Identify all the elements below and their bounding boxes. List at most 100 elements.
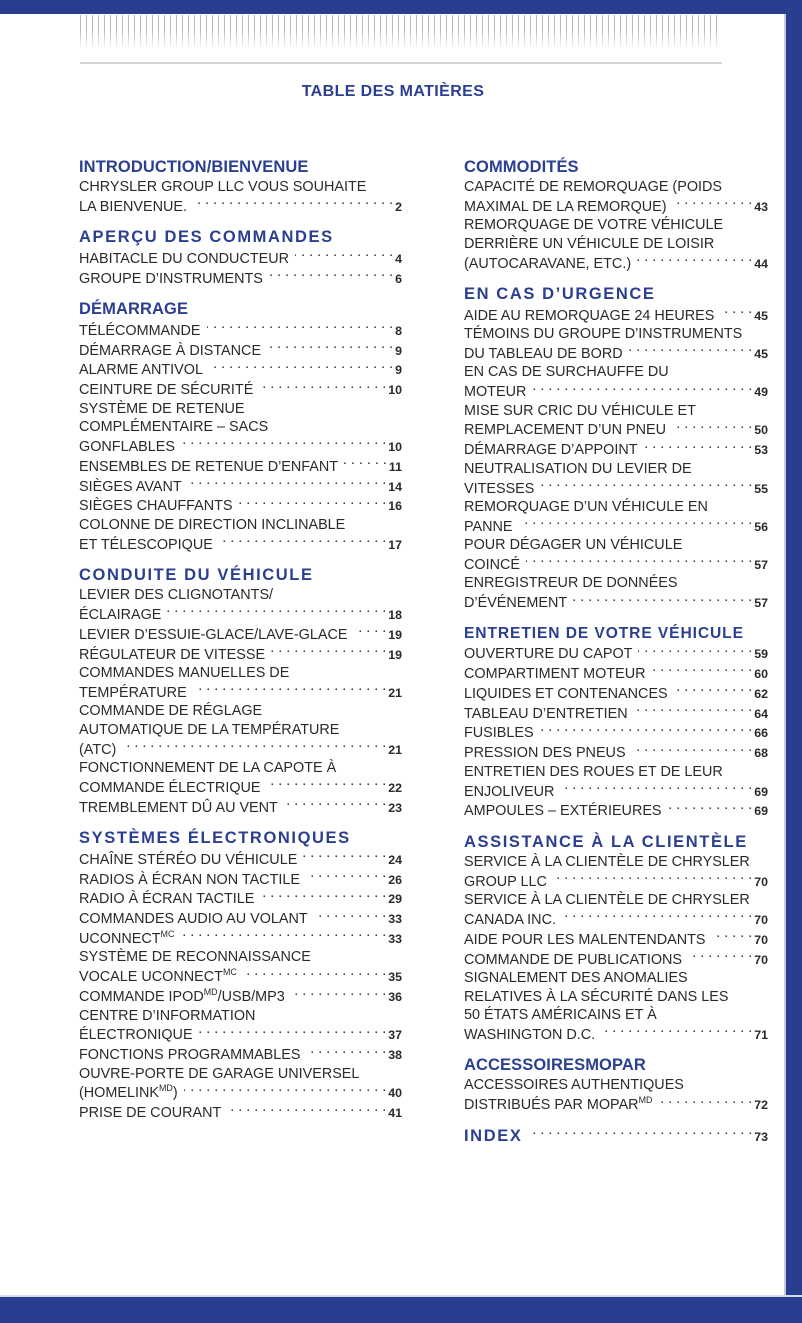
toc-entry[interactable]: HABITACLE DU CONDUCTEUR 4	[79, 249, 402, 269]
toc-entry-title: AIDE AU REMORQUAGE 24 HEURES	[464, 307, 715, 324]
toc-entry-wrapped-lines: COMMANDE DE RÉGLAGE AUTOMATIQUE DE LA TEM…	[79, 702, 402, 739]
toc-entry-page-number: 53	[754, 443, 768, 458]
toc-entry[interactable]: POUR DÉGAGER UN VÉHICULE COINCÉ 57	[464, 536, 768, 574]
toc-entry-line: MISE SUR CRIC DU VÉHICULE ET	[464, 402, 696, 419]
toc-entry[interactable]: CHRYSLER GROUP LLC VOUS SOUHAITE LA BIENV…	[79, 178, 402, 216]
dot-leader	[540, 478, 752, 492]
toc-entry[interactable]: CHAÎNE STÉRÉO DU VÉHICULE 24	[79, 849, 402, 869]
toc-entry[interactable]: AIDE AU REMORQUAGE 24 HEURES 45	[464, 305, 768, 325]
toc-entry[interactable]: CEINTURE DE SÉCURITÉ 10	[79, 380, 402, 400]
toc-entry[interactable]: DÉMARRAGE D’APPOINT 53	[464, 440, 768, 460]
toc-entry[interactable]: REMORQUAGE D’UN VÉHICULE EN PANNE 56	[464, 498, 768, 536]
toc-entry[interactable]: PRESSION DES PNEUS 68	[464, 743, 768, 763]
toc-entry[interactable]: CENTRE D’INFORMATION ÉLECTRONIQUE 37	[79, 1007, 402, 1045]
toc-entry-lastline: LA BIENVENUE. 2	[79, 197, 402, 217]
toc-entry-title: PANNE	[464, 518, 513, 535]
toc-entry[interactable]: LEVIER D’ESSUIE-GLACE/LAVE-GLACE 19	[79, 624, 402, 644]
toc-entry-wrapped-lines: SIGNALEMENT DES ANOMALIES RELATIVES À LA …	[464, 969, 768, 1024]
toc-entry[interactable]: NEUTRALISATION DU LEVIER DE VITESSES 55	[464, 460, 768, 498]
toc-entry[interactable]: OUVERTURE DU CAPOT 59	[464, 644, 768, 664]
toc-entry-page-number: 22	[388, 780, 402, 795]
toc-entry[interactable]: FUSIBLES 66	[464, 723, 768, 743]
toc-section-heading: INDEX	[464, 1126, 523, 1145]
toc-entry-lastline: CANADA INC. 70	[464, 910, 768, 930]
toc-section: DÉMARRAGE TÉLÉCOMMANDE 8 DÉMARRAGE À DISTAN…	[79, 299, 402, 554]
toc-entry-wrapped-lines: TÉMOINS DU GROUPE D’INSTRUMENTS	[464, 325, 768, 343]
toc-entry-page-number: 44	[754, 256, 768, 271]
toc-entry[interactable]: COMMANDE IPODMD/USB/MP3 36	[79, 987, 402, 1007]
toc-entry-page-number: 73	[754, 1129, 768, 1144]
toc-entry[interactable]: SYSTÈME DE RECONNAISSANCE VOCALE UCONNECT…	[79, 948, 402, 986]
dot-leader	[167, 605, 386, 619]
toc-entry[interactable]: COMMANDE DE RÉGLAGE AUTOMATIQUE DE LA TEM…	[79, 702, 402, 759]
toc-entry[interactable]: COMMANDE DE PUBLICATIONS 70	[464, 949, 768, 969]
toc-entry[interactable]: UCONNECTMC 33	[79, 929, 402, 949]
toc-entry-lastline: TEMPÉRATURE 21	[79, 683, 402, 703]
toc-entry[interactable]: ENTRETIEN DES ROUES ET DE LEUR ENJOLIVEUR…	[464, 763, 768, 801]
toc-entry[interactable]: ACCESSOIRES AUTHENTIQUES DISTRIBUÉS PAR M…	[464, 1076, 768, 1114]
toc-entry[interactable]: COMMANDES AUDIO AU VOLANT 33	[79, 909, 402, 929]
toc-entry[interactable]: LIQUIDES ET CONTENANCES 62	[464, 683, 768, 703]
toc-entry-page-number: 41	[388, 1106, 402, 1121]
toc-entry[interactable]: REMORQUAGE DE VOTRE VÉHICULE DERRIÈRE UN …	[464, 216, 768, 273]
toc-entry-page-number: 70	[754, 874, 768, 889]
toc-entry[interactable]: LEVIER DES CLIGNOTANTS/ÉCLAIRAGE 18	[79, 586, 402, 624]
toc-entry[interactable]: TÉLÉCOMMANDE 8	[79, 320, 402, 340]
toc-entry[interactable]: ENSEMBLES DE RETENUE D’ENFANT 11	[79, 456, 402, 476]
toc-entry[interactable]: TÉMOINS DU GROUPE D’INSTRUMENTS DU TABLEA…	[464, 325, 768, 363]
toc-entry-title: ÉCLAIRAGE	[79, 607, 162, 624]
toc-entry[interactable]: FONCTIONS PROGRAMMABLES 38	[79, 1045, 402, 1065]
toc-entry[interactable]: ALARME ANTIVOL 9	[79, 360, 402, 380]
toc-entry-page-number: 9	[395, 363, 402, 378]
toc-entry[interactable]: SERVICE À LA CLIENTÈLE DE CHRYSLER CANADA…	[464, 891, 768, 929]
toc-entry-title: PRESSION DES PNEUS	[464, 745, 626, 762]
toc-entry[interactable]: MISE SUR CRIC DU VÉHICULE ET REMPLACEMENT…	[464, 402, 768, 440]
toc-entry[interactable]: SIGNALEMENT DES ANOMALIES RELATIVES À LA …	[464, 969, 768, 1044]
toc-entry[interactable]: PRISE DE COURANT 41	[79, 1103, 402, 1123]
toc-entry[interactable]: SIÈGES AVANT 14	[79, 476, 402, 496]
dot-leader	[209, 360, 393, 374]
toc-entry[interactable]: RADIOS À ÉCRAN NON TACTILE 26	[79, 869, 402, 889]
toc-entry[interactable]: COLONNE DE DIRECTION INCLINABLE ET TÉLESC…	[79, 516, 402, 554]
dot-leader	[314, 909, 387, 923]
toc-entry[interactable]: ENREGISTREUR DE DONNÉES D’ÉVÉNEMENT 57	[464, 574, 768, 612]
toc-entry[interactable]: RADIO À ÉCRAN TACTILE 29	[79, 889, 402, 909]
toc-entry[interactable]: OUVRE-PORTE DE GARAGE UNIVERSEL (HOMELINK…	[79, 1065, 402, 1103]
toc-section: CONDUITE DU VÉHICULE LEVIER DES CLIGNOTAN…	[79, 565, 402, 817]
toc-entry[interactable]: RÉGULATEUR DE VITESSE 19	[79, 644, 402, 664]
dot-leader	[180, 929, 386, 943]
toc-entry-title: COMMANDE ÉLECTRIQUE	[79, 779, 261, 796]
dot-leader	[306, 1045, 386, 1059]
toc-entry-page-number: 69	[754, 804, 768, 819]
toc-entry-wrapped-lines: MISE SUR CRIC DU VÉHICULE ET	[464, 402, 768, 420]
toc-entry-title: AMPOULES – EXTÉRIEURES	[464, 803, 662, 820]
toc-column-left: INTRODUCTION/BIENVENUE CHRYSLER GROUP LLC…	[0, 157, 410, 1123]
toc-entry[interactable]: AMPOULES – EXTÉRIEURES 69	[464, 801, 768, 821]
toc-entry[interactable]: FONCTIONNEMENT DE LA CAPOTE À COMMANDE ÉL…	[79, 759, 402, 797]
toc-entry[interactable]: TREMBLEMENT DÛ AU VENT 23	[79, 797, 402, 817]
toc-entry[interactable]: SERVICE À LA CLIENTÈLE DE CHRYSLER GROUP …	[464, 853, 768, 891]
toc-entry[interactable]: AIDE POUR LES MALENTENDANTS 70	[464, 929, 768, 949]
toc-entry-page-number: 37	[388, 1028, 402, 1043]
toc-entry[interactable]: GROUPE D’INSTRUMENTS 6	[79, 268, 402, 288]
toc-entry-title: COMMANDES AUDIO AU VOLANT	[79, 911, 308, 928]
toc-entry-page-number: 36	[388, 990, 402, 1005]
toc-entry[interactable]: SYSTÈME DE RETENUE COMPLÉMENTAIRE – SACS G…	[79, 400, 402, 457]
page-frame-right-hairline	[784, 14, 786, 1297]
toc-entry-lastline: FUSIBLES 66	[464, 723, 768, 743]
toc-entry[interactable]: INDEX 73	[464, 1126, 768, 1147]
toc-entry[interactable]: DÉMARRAGE À DISTANCE 9	[79, 340, 402, 360]
toc-entry-wrapped-lines: COLONNE DE DIRECTION INCLINABLE	[79, 516, 402, 534]
dot-leader	[295, 249, 393, 263]
toc-entry[interactable]: EN CAS DE SURCHAUFFE DU MOTEUR 49	[464, 363, 768, 401]
toc-entry[interactable]: COMMANDES MANUELLES DE TEMPÉRATURE 21	[79, 664, 402, 702]
toc-entry-lastline: RADIO À ÉCRAN TACTILE 29	[79, 889, 402, 909]
toc-entry-page-number: 71	[754, 1027, 768, 1042]
toc-entry-title: TEMPÉRATURE	[79, 684, 187, 701]
toc-entry-lastline: MAXIMAL DE LA REMORQUE) 43	[464, 197, 768, 217]
toc-entry[interactable]: CAPACITÉ DE REMORQUAGE (POIDS MAXIMAL DE …	[464, 178, 768, 216]
toc-entry-lastline: DÉMARRAGE D’APPOINT 53	[464, 440, 768, 460]
toc-entry[interactable]: COMPARTIMENT MOTEUR 60	[464, 664, 768, 684]
toc-entry[interactable]: TABLEAU D’ENTRETIEN 64	[464, 703, 768, 723]
toc-entry[interactable]: SIÈGES CHAUFFANTS 16	[79, 496, 402, 516]
